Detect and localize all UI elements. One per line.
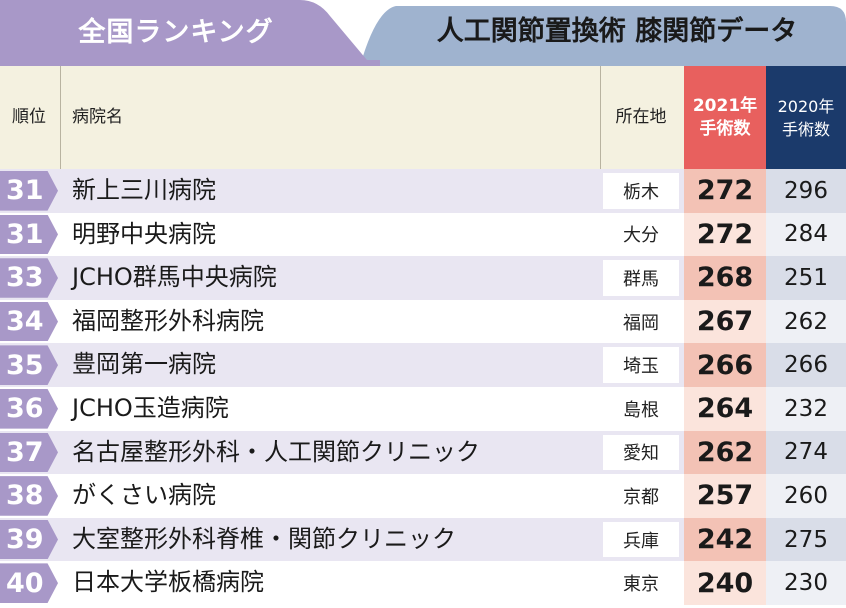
hospital-name: 新上三川病院 [72, 176, 216, 204]
title-banner: 全国ランキング 人工関節置換術 膝関節データ [0, 0, 846, 66]
header-location: 所在地 [615, 107, 667, 127]
rank-badge: 31 [0, 171, 58, 211]
table-row: 36 JCHO玉造病院 島根 264 232 [0, 386, 846, 431]
table-row: 35 豊岡第一病院 埼玉 266 266 [0, 343, 846, 387]
hospital-name: 名古屋整形外科・人工関節クリニック [72, 437, 480, 466]
hospital-name: 日本大学板橋病院 [72, 568, 264, 597]
surgeries-2021: 272 [684, 169, 766, 213]
surgeries-2020: 284 [766, 212, 846, 257]
location-cell: 島根 [603, 390, 679, 427]
table-row: 40 日本大学板橋病院 東京 240 230 [0, 561, 846, 605]
surgeries-2020: 262 [766, 299, 846, 344]
location-cell: 東京 [603, 565, 679, 601]
location-cell: 愛知 [603, 434, 679, 471]
rank-badge: 38 [0, 476, 58, 516]
location-cell: 大分 [603, 216, 679, 253]
table-row: 34 福岡整形外科病院 福岡 267 262 [0, 299, 846, 344]
rank-badge: 36 [0, 388, 58, 429]
hospital-name: 福岡整形外科病院 [72, 306, 264, 335]
table-row: 37 名古屋整形外科・人工関節クリニック 愛知 262 274 [0, 430, 846, 475]
header-rank: 順位 [12, 107, 46, 127]
rank-badge: 33 [0, 258, 58, 298]
table-header: 順位 病院名 所在地 2021年 手術数 2020年 手術数 [0, 66, 846, 169]
rank-badge: 39 [0, 519, 58, 560]
surgeries-2020: 230 [766, 561, 846, 605]
hospital-name: 豊岡第一病院 [72, 350, 216, 379]
surgeries-2021: 257 [684, 474, 766, 518]
surgeries-2020: 251 [766, 256, 846, 300]
surgeries-2021: 267 [684, 299, 766, 344]
location-cell: 栃木 [603, 173, 679, 209]
rank-badge: 31 [0, 214, 58, 255]
rank-badge: 35 [0, 345, 58, 385]
table-row: 31 新上三川病院 栃木 272 296 [0, 169, 846, 213]
header-divider [60, 66, 61, 169]
header-hospital-name: 病院名 [72, 107, 123, 127]
national-ranking-tab: 全国ランキング [78, 17, 274, 48]
table-row: 31 明野中央病院 大分 272 284 [0, 212, 846, 257]
location-cell: 京都 [603, 478, 679, 514]
surgeries-2021: 240 [684, 561, 766, 605]
banner-tabs-graphic [0, 0, 846, 66]
ranking-table-body: 31 新上三川病院 栃木 272 296 31 明野中央病院 大分 272 28… [0, 169, 846, 605]
surgeries-2021: 272 [684, 212, 766, 257]
hospital-name: 大室整形外科脊椎・関節クリニック [72, 524, 456, 553]
header-2021-label: 手術数 [699, 118, 751, 139]
location-cell: 埼玉 [603, 347, 679, 383]
hospital-name: JCHO玉造病院 [72, 393, 229, 422]
table-row: 38 がくさい病院 京都 257 260 [0, 474, 846, 518]
header-divider [600, 66, 601, 169]
surgeries-2020: 275 [766, 517, 846, 562]
header-2020-label: 手術数 [781, 119, 830, 139]
rank-badge: 37 [0, 432, 58, 473]
rank-badge: 34 [0, 301, 58, 342]
surgeries-2020: 232 [766, 386, 846, 431]
header-2020-year: 2020年 [777, 96, 835, 116]
surgeries-2021: 266 [684, 343, 766, 387]
surgeries-2020: 274 [766, 430, 846, 475]
location-cell: 福岡 [603, 303, 679, 340]
surgeries-2020: 260 [766, 474, 846, 518]
surgeries-2021: 262 [684, 430, 766, 475]
surgeries-2021: 264 [684, 386, 766, 431]
header-2021-year: 2021年 [692, 95, 758, 116]
surgeries-2020: 296 [766, 169, 846, 213]
table-row: 33 JCHO群馬中央病院 群馬 268 251 [0, 256, 846, 300]
knee-joint-data-tab: 人工関節置換術 膝関節データ [436, 16, 798, 47]
table-row: 39 大室整形外科脊椎・関節クリニック 兵庫 242 275 [0, 517, 846, 562]
location-cell: 兵庫 [603, 521, 679, 558]
hospital-name: 明野中央病院 [72, 219, 216, 248]
rank-badge: 40 [0, 563, 58, 603]
hospital-name: JCHO群馬中央病院 [72, 263, 277, 292]
surgeries-2020: 266 [766, 343, 846, 387]
header-2020-surgeries: 2020年 手術数 [766, 66, 846, 169]
surgeries-2021: 268 [684, 256, 766, 300]
location-cell: 群馬 [603, 260, 679, 296]
surgeries-2021: 242 [684, 517, 766, 562]
hospital-name: がくさい病院 [72, 481, 216, 510]
header-2021-surgeries: 2021年 手術数 [684, 66, 766, 169]
